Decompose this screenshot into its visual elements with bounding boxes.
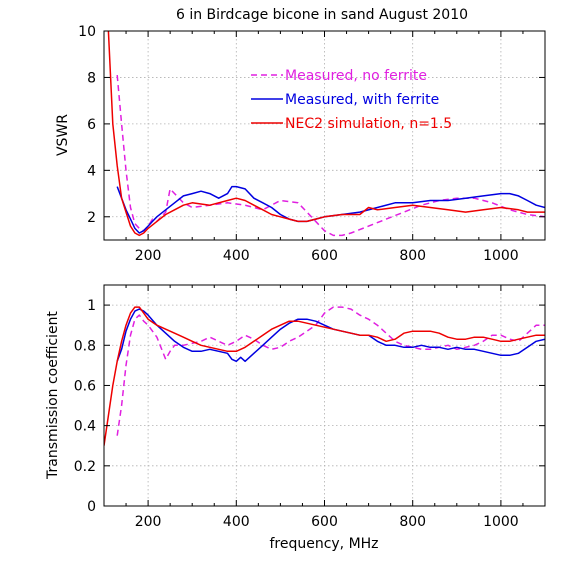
transmission-series	[104, 306, 545, 446]
transmission-series-line-2	[104, 306, 545, 446]
vswr-y-tick-label: 10	[78, 24, 96, 40]
legend-entry-label: Measured, with ferrite	[285, 92, 439, 108]
transmission-series-line-1	[116, 308, 545, 363]
transmission-x-tick-label: 200	[135, 514, 162, 530]
transmission-x-tick-label: 800	[399, 514, 426, 530]
vswr-x-tick-label: 200	[135, 248, 162, 264]
transmission-x-tick-label: 600	[311, 514, 338, 530]
vswr-x-tick-label: 1000	[483, 248, 519, 264]
vswr-ticks: 200 400 600 800 1000 2 4 6 8 10	[78, 24, 546, 264]
transmission-panel: 200 400 600 800 1000 0 0.2 0.4 0.6 0.8 1 Transmiss…	[45, 284, 546, 552]
transmission-y-axis-label: Transmission coefficient	[45, 311, 61, 480]
vswr-panel: 200 400 600 800 1000 2 4 6 8 10 Measured, no ferr…	[55, 24, 546, 264]
transmission-y-tick-label: 0.4	[74, 419, 96, 435]
transmission-x-axis-label: frequency, MHz	[269, 536, 378, 552]
transmission-y-tick-label: 0.2	[74, 459, 96, 475]
vswr-x-tick-label: 800	[399, 248, 426, 264]
transmission-y-tick-label: 1	[87, 298, 96, 314]
legend-entry-label: Measured, no ferrite	[285, 68, 427, 84]
transmission-grid	[104, 285, 545, 506]
transmission-x-tick-label: 400	[223, 514, 250, 530]
vswr-series-line-2	[107, 31, 545, 237]
transmission-y-tick-label: 0.8	[74, 338, 96, 354]
legend-entry-label: NEC2 simulation, n=1.5	[285, 116, 452, 132]
vswr-series-line-1	[116, 185, 545, 234]
transmission-y-tick-label: 0.6	[74, 378, 96, 394]
chart-title: 6 in Birdcage bicone in sand August 2010	[176, 7, 468, 23]
transmission-series-line-0	[116, 306, 545, 436]
vswr-legend: Measured, no ferrite Measured, with ferri…	[251, 68, 452, 132]
vswr-grid	[104, 31, 545, 240]
transmission-x-tick-label: 1000	[483, 514, 519, 530]
transmission-y-tick-label: 0	[87, 499, 96, 515]
vswr-x-tick-label: 400	[223, 248, 250, 264]
vswr-y-axis-label: VSWR	[55, 114, 71, 156]
vswr-y-tick-label: 2	[87, 210, 96, 226]
transmission-ticks: 200 400 600 800 1000 0 0.2 0.4 0.6 0.8 1	[74, 285, 546, 530]
vswr-series	[107, 31, 545, 237]
vswr-y-tick-label: 8	[87, 70, 96, 86]
vswr-y-tick-label: 4	[87, 163, 96, 179]
vswr-x-tick-label: 600	[311, 248, 338, 264]
vswr-y-tick-label: 6	[87, 117, 96, 133]
